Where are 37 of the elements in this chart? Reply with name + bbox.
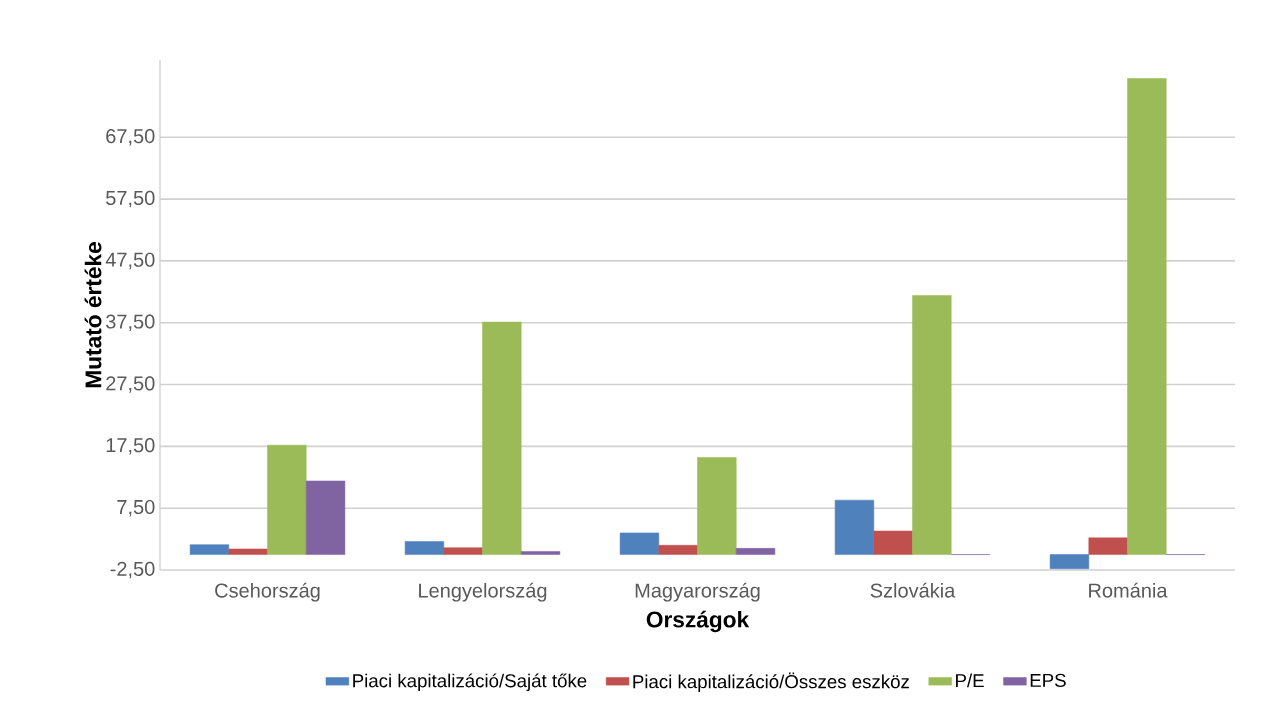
x-tick-label: Magyarország — [635, 582, 760, 602]
bar — [1049, 554, 1090, 570]
y-tick-label: 67,50 — [106, 129, 155, 146]
y-tick-label: 47,50 — [105, 252, 155, 270]
x-tick-label: Lengyelország — [419, 582, 547, 602]
bar — [1127, 78, 1167, 555]
bar — [619, 532, 660, 555]
bar — [697, 457, 737, 555]
bar — [189, 544, 230, 555]
y-tick-label: 17,50 — [106, 438, 155, 455]
legend-label: EPS — [1030, 673, 1066, 688]
bar — [443, 547, 483, 555]
legend-label: Piaci kapitalizáció/Összes eszköz — [633, 672, 909, 692]
legend-label: Piaci kapitalizáció/Saját tőke — [353, 673, 587, 692]
bar — [873, 530, 913, 555]
x-tick-label: Szlovákia — [870, 582, 956, 598]
x-axis-title: Országok — [646, 610, 750, 633]
y-tick-label: 27,50 — [106, 376, 155, 393]
bar — [834, 499, 875, 555]
bar — [305, 480, 346, 555]
bar — [228, 548, 268, 555]
bar — [1088, 537, 1128, 555]
y-tick-label: 37,50 — [106, 314, 155, 331]
legend-label: P/E — [956, 673, 984, 688]
bar — [520, 551, 561, 555]
bar — [267, 444, 307, 555]
bar — [912, 295, 952, 555]
y-tick-label: 57,50 — [106, 190, 155, 208]
bar — [482, 321, 522, 555]
bar — [658, 545, 698, 555]
y-axis-title: Mutató értéke — [84, 242, 102, 388]
bar — [404, 541, 445, 555]
x-tick-label: Csehország — [215, 582, 320, 602]
y-tick-label: -2,50 — [110, 561, 155, 579]
y-tick-label: 7,50 — [117, 499, 155, 517]
bar — [735, 548, 776, 555]
x-tick-label: Románia — [1089, 582, 1168, 598]
